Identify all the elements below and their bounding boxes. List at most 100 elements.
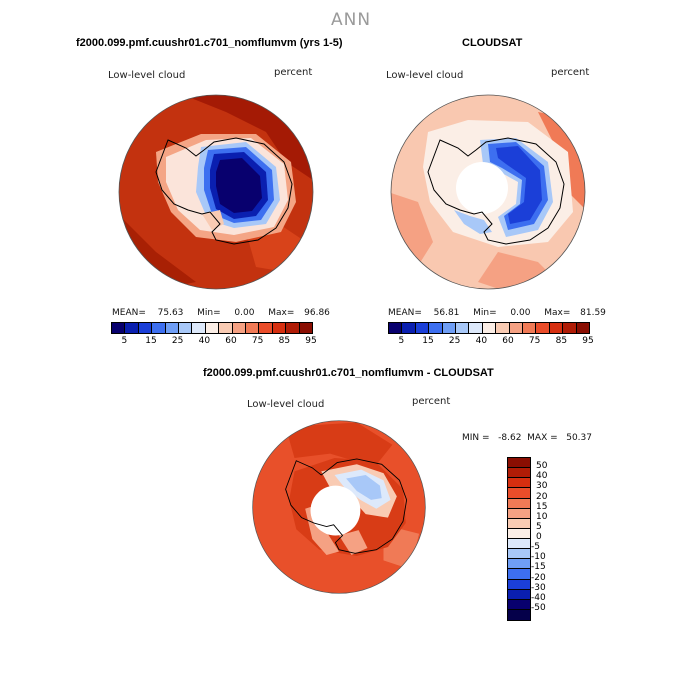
colorbar-model-ticks: 5 15 25 40 60 75 85 95 (111, 336, 316, 348)
colorbar-tick-label: 20 (536, 491, 548, 502)
colorbar-swatch (508, 508, 530, 519)
colorbar-cloudsat-ticks: 5 15 25 40 60 75 85 95 (388, 336, 593, 348)
colorbar-swatch (442, 323, 457, 333)
colorbar-tick-label: 30 (536, 481, 548, 492)
panel1-min-label: Min= (197, 308, 221, 318)
colorbar-swatch (508, 549, 530, 560)
colorbar-swatch (272, 323, 287, 333)
colorbar-tick-label: 5 (121, 336, 128, 346)
colorbar-swatch (152, 323, 166, 333)
colorbar-swatch (523, 323, 537, 333)
colorbar-tick-label: -30 (531, 582, 546, 593)
panel1-mean-label: MEAN= (112, 308, 146, 318)
panel2-max-label: Max= (544, 308, 571, 318)
colorbar-swatch (508, 518, 530, 529)
panel1-max-value: 96.86 (304, 308, 330, 318)
colorbar-difference (507, 457, 531, 621)
panel3-units-label: percent (412, 396, 451, 407)
colorbar-swatch (508, 539, 530, 550)
colorbar-tick-label: 25 (448, 336, 461, 346)
colorbar-tick-label: 95 (582, 336, 594, 346)
colorbar-tick-label: 0 (536, 532, 542, 542)
colorbar-swatch (179, 323, 193, 333)
map-difference (252, 420, 426, 594)
panel1-variable-label: Low-level cloud (108, 70, 186, 81)
colorbar-swatch (165, 323, 180, 333)
panel2-stats: MEAN= 56.81 Min= 0.00 Max= 81.59 (388, 308, 606, 318)
colorbar-swatch (125, 323, 139, 333)
colorbar-swatch (112, 323, 126, 333)
panel1-title: f2000.099.pmf.cuushr01.c701_nomflumvm (y… (76, 37, 343, 49)
colorbar-tick-label: 60 (225, 336, 237, 346)
colorbar-swatch (496, 323, 510, 333)
colorbar-swatch (508, 458, 530, 469)
colorbar-swatch (508, 528, 530, 539)
panel3-variable-label: Low-level cloud (247, 399, 325, 410)
panel2-mean-value: 56.81 (433, 308, 460, 318)
panel1-units-label: percent (274, 67, 313, 78)
panel3-title: f2000.099.pmf.cuushr01.c701_nomflumvm - … (203, 367, 494, 379)
figure-title: ANN (331, 10, 372, 30)
colorbar-swatch (299, 323, 313, 333)
colorbar-swatch (509, 323, 524, 333)
colorbar-swatch (219, 323, 233, 333)
colorbar-swatch (508, 569, 530, 580)
panel2-max-value: 81.59 (580, 308, 606, 318)
colorbar-swatch (456, 323, 470, 333)
colorbar-swatch (205, 323, 220, 333)
panel1-max-label: Max= (268, 308, 295, 318)
colorbar-swatch (138, 323, 153, 333)
colorbar-tick-label: 5 (536, 521, 542, 532)
colorbar-swatch (508, 559, 530, 570)
colorbar-swatch (549, 323, 564, 333)
colorbar-tick-label: -50 (531, 602, 546, 613)
colorbar-swatch (482, 323, 497, 333)
colorbar-swatch (259, 323, 273, 333)
colorbar-tick-label: 15 (145, 336, 157, 346)
panel2-variable-label: Low-level cloud (386, 70, 464, 81)
colorbar-tick-label: 85 (555, 336, 568, 346)
colorbar-tick-label: -10 (531, 552, 546, 563)
colorbar-swatch (469, 323, 483, 333)
colorbar-tick-label: 85 (278, 336, 291, 346)
colorbar-swatch (508, 468, 530, 479)
colorbar-tick-label: 15 (536, 501, 548, 512)
colorbar-swatch (286, 323, 300, 333)
colorbar-tick-label: 50 (536, 461, 548, 472)
colorbar-swatch (576, 323, 590, 333)
colorbar-swatch (508, 498, 530, 509)
colorbar-tick-label: 95 (305, 336, 317, 346)
colorbar-swatch (508, 488, 530, 499)
colorbar-swatch (232, 323, 247, 333)
panel1-mean-value: 75.63 (157, 308, 184, 318)
colorbar-tick-label: 75 (251, 336, 264, 346)
colorbar-swatch (508, 599, 530, 610)
colorbar-swatch (415, 323, 430, 333)
colorbar-swatch (508, 589, 530, 600)
colorbar-swatch (508, 609, 530, 620)
colorbar-tick-label: 5 (398, 336, 405, 346)
colorbar-tick-label: -40 (531, 592, 546, 603)
colorbar-tick-label: 15 (422, 336, 434, 346)
colorbar-swatch (508, 579, 530, 590)
colorbar-swatch (563, 323, 577, 333)
panel2-units-label: percent (551, 67, 590, 78)
colorbar-tick-label: 40 (198, 336, 211, 346)
colorbar-difference-ticks: 50 40 30 20 15 10 5 0 -5 -10 -15 -20 -30 -40 -50 (531, 457, 576, 619)
colorbar-tick-label: -20 (531, 572, 546, 583)
colorbar-swatch (192, 323, 206, 333)
colorbar-tick-label: 10 (536, 511, 548, 522)
colorbar-tick-label: 40 (536, 471, 548, 482)
colorbar-tick-label: -15 (531, 562, 546, 573)
map-cloudsat (390, 94, 586, 290)
colorbar-swatch (389, 323, 403, 333)
colorbar-tick-label: 60 (502, 336, 514, 346)
colorbar-swatch (536, 323, 550, 333)
colorbar-tick-label: 75 (528, 336, 541, 346)
colorbar-tick-label: 25 (171, 336, 184, 346)
map-model (118, 94, 314, 290)
panel2-title: CLOUDSAT (462, 37, 523, 49)
panel2-mean-label: MEAN= (388, 308, 422, 318)
colorbar-tick-label: 40 (475, 336, 488, 346)
colorbar-swatch (402, 323, 416, 333)
